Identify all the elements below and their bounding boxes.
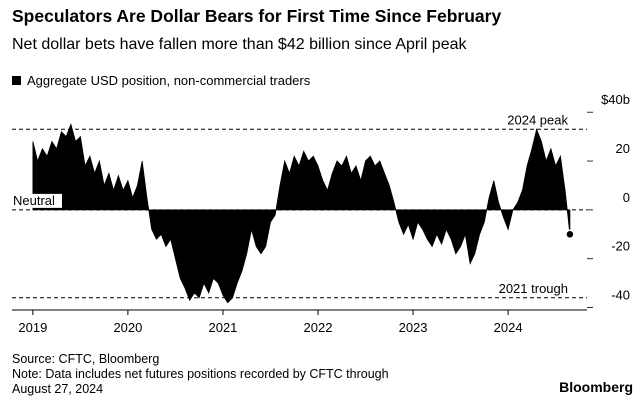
annotation-label: Neutral xyxy=(13,193,55,208)
y-tick-label: $40b xyxy=(601,92,630,107)
legend: Aggregate USD position, non-commercial t… xyxy=(12,73,310,88)
y-tick-label: 0 xyxy=(623,190,630,205)
legend-label: Aggregate USD position, non-commercial t… xyxy=(27,73,311,88)
x-tick-label: 2021 xyxy=(208,320,237,335)
label-bg xyxy=(12,193,62,208)
x-tick-label: 2022 xyxy=(304,320,333,335)
y-tick-label: -20 xyxy=(611,239,630,254)
y-tick-label: 20 xyxy=(616,141,630,156)
x-tick-label: 2020 xyxy=(113,320,142,335)
area xyxy=(32,123,571,304)
legend-swatch xyxy=(12,76,21,85)
source: Source: CFTC, Bloomberg xyxy=(12,352,160,366)
annotation-label: 2024 peak xyxy=(507,112,568,127)
chart-title: Speculators Are Dollar Bears for First T… xyxy=(12,6,502,26)
source-block: Source: CFTC, Bloomberg Note: Data inclu… xyxy=(12,352,412,397)
x-tick-label: 2024 xyxy=(494,320,523,335)
annotation-label: 2021 trough xyxy=(499,281,568,296)
end-dot xyxy=(565,229,575,240)
chart-subtitle: Net dollar bets have fallen more than $4… xyxy=(12,36,467,53)
x-tick-label: 2023 xyxy=(399,320,428,335)
brand: Bloomberg xyxy=(559,379,633,395)
y-tick-label: -40 xyxy=(611,288,630,303)
x-tick-label: 2019 xyxy=(18,320,47,335)
note: Note: Data includes net futures position… xyxy=(12,367,389,396)
